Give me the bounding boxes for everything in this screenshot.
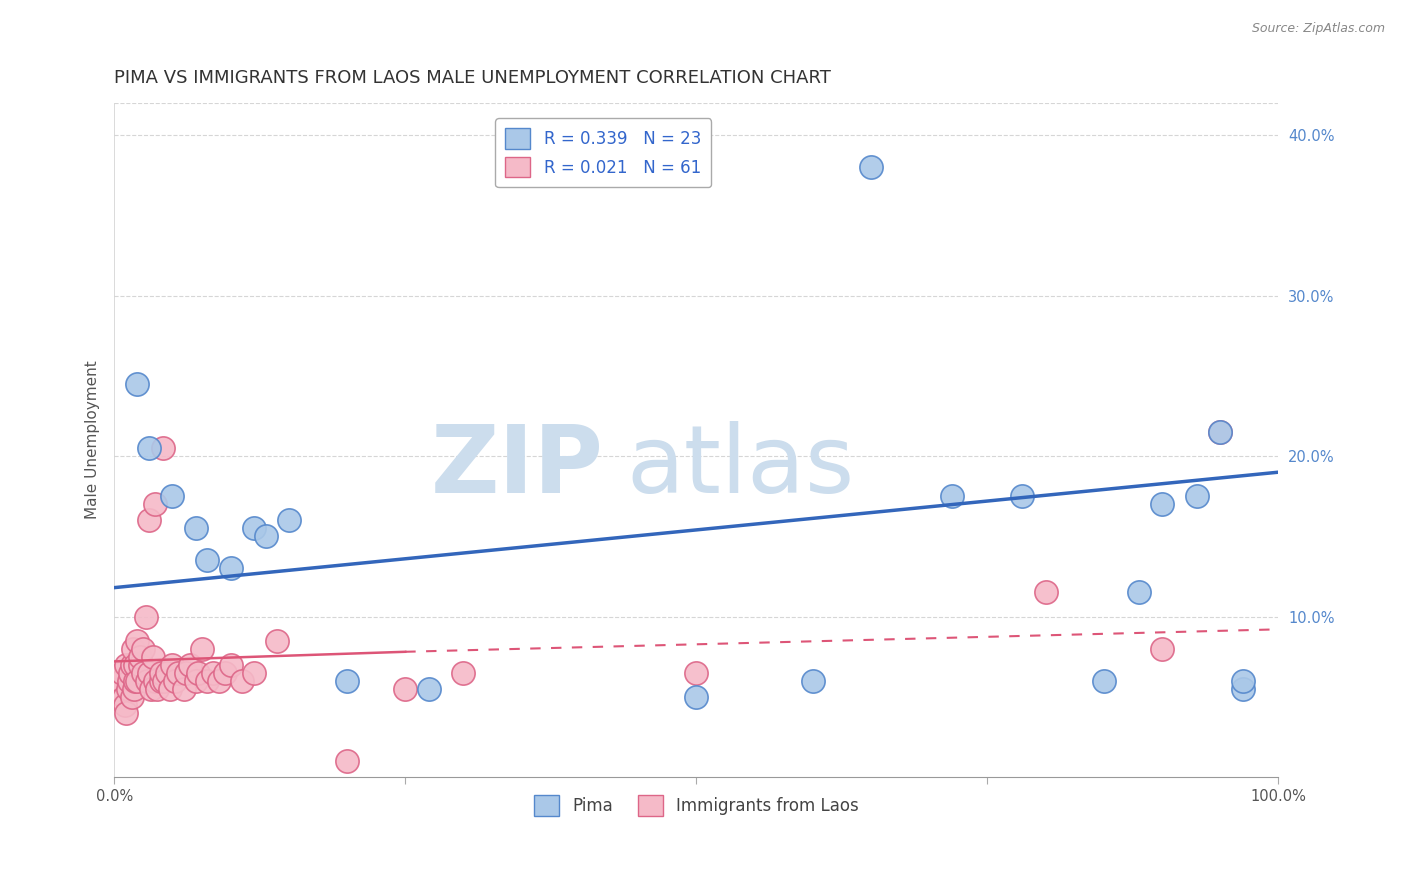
Point (142, 649, 165, 664)
Point (195, 553, 218, 567)
Point (128, 657, 150, 672)
Point (127, 673, 149, 688)
Point (124, 657, 146, 672)
Point (231, 673, 253, 688)
Point (127, 633, 149, 648)
Text: PIMA VS IMMIGRANTS FROM LAOS MALE UNEMPLOYMENT CORRELATION CHART: PIMA VS IMMIGRANTS FROM LAOS MALE UNEMPL… (114, 69, 831, 87)
Point (121, 690, 143, 704)
Point (141, 681, 163, 696)
Point (418, 681, 440, 696)
Point (121, 641, 143, 656)
Point (173, 681, 195, 696)
Point (120, 665, 142, 680)
Point (135, 609, 157, 624)
Point (1150, 641, 1173, 656)
Point (685, 690, 707, 704)
Text: Source: ZipAtlas.com: Source: ZipAtlas.com (1251, 22, 1385, 36)
Point (162, 489, 184, 503)
Point (127, 376, 149, 391)
Point (394, 681, 416, 696)
Point (121, 657, 143, 672)
Point (163, 673, 186, 688)
Legend: Pima, Immigrants from Laos: Pima, Immigrants from Laos (527, 789, 866, 822)
Point (941, 489, 963, 503)
Point (114, 706, 136, 720)
Point (138, 441, 160, 455)
Point (685, 665, 707, 680)
Point (146, 681, 169, 696)
Point (132, 641, 155, 656)
Point (114, 657, 136, 672)
Point (128, 649, 150, 664)
Point (1011, 489, 1033, 503)
Point (336, 754, 359, 768)
Point (108, 681, 131, 696)
Point (859, 161, 882, 175)
Point (132, 665, 155, 680)
Point (167, 665, 190, 680)
Text: ZIP: ZIP (430, 421, 603, 513)
Point (254, 529, 277, 543)
Point (152, 441, 174, 455)
Point (1092, 673, 1115, 688)
Point (243, 521, 266, 535)
Point (187, 665, 209, 680)
Point (1150, 497, 1173, 511)
Point (214, 665, 236, 680)
Point (266, 633, 288, 648)
Point (453, 665, 475, 680)
Point (1185, 489, 1208, 503)
Point (1035, 585, 1057, 599)
Text: atlas: atlas (627, 421, 855, 513)
Point (184, 521, 207, 535)
Point (179, 657, 201, 672)
Point (118, 673, 141, 688)
Point (155, 665, 177, 680)
Point (176, 665, 198, 680)
Point (117, 681, 139, 696)
Point (111, 665, 134, 680)
Point (114, 698, 136, 712)
Point (138, 513, 160, 527)
Point (208, 673, 231, 688)
Point (135, 673, 157, 688)
Point (202, 665, 225, 680)
Point (219, 657, 242, 672)
Point (138, 665, 160, 680)
Point (149, 665, 172, 680)
Point (219, 561, 242, 575)
Point (1232, 681, 1254, 696)
Point (1209, 425, 1232, 439)
Point (190, 641, 212, 656)
Point (143, 497, 166, 511)
Point (336, 673, 359, 688)
Point (162, 657, 184, 672)
Point (124, 673, 146, 688)
Point (159, 681, 181, 696)
Point (110, 673, 132, 688)
Point (149, 673, 172, 688)
Y-axis label: Male Unemployment: Male Unemployment (86, 360, 100, 519)
Point (122, 681, 145, 696)
Point (153, 673, 176, 688)
Point (801, 673, 824, 688)
Point (195, 673, 218, 688)
Point (277, 513, 299, 527)
Point (1232, 673, 1254, 688)
Point (1128, 585, 1150, 599)
Point (243, 665, 266, 680)
Point (112, 690, 135, 704)
Point (143, 673, 166, 688)
Point (1209, 425, 1232, 439)
Point (184, 673, 207, 688)
